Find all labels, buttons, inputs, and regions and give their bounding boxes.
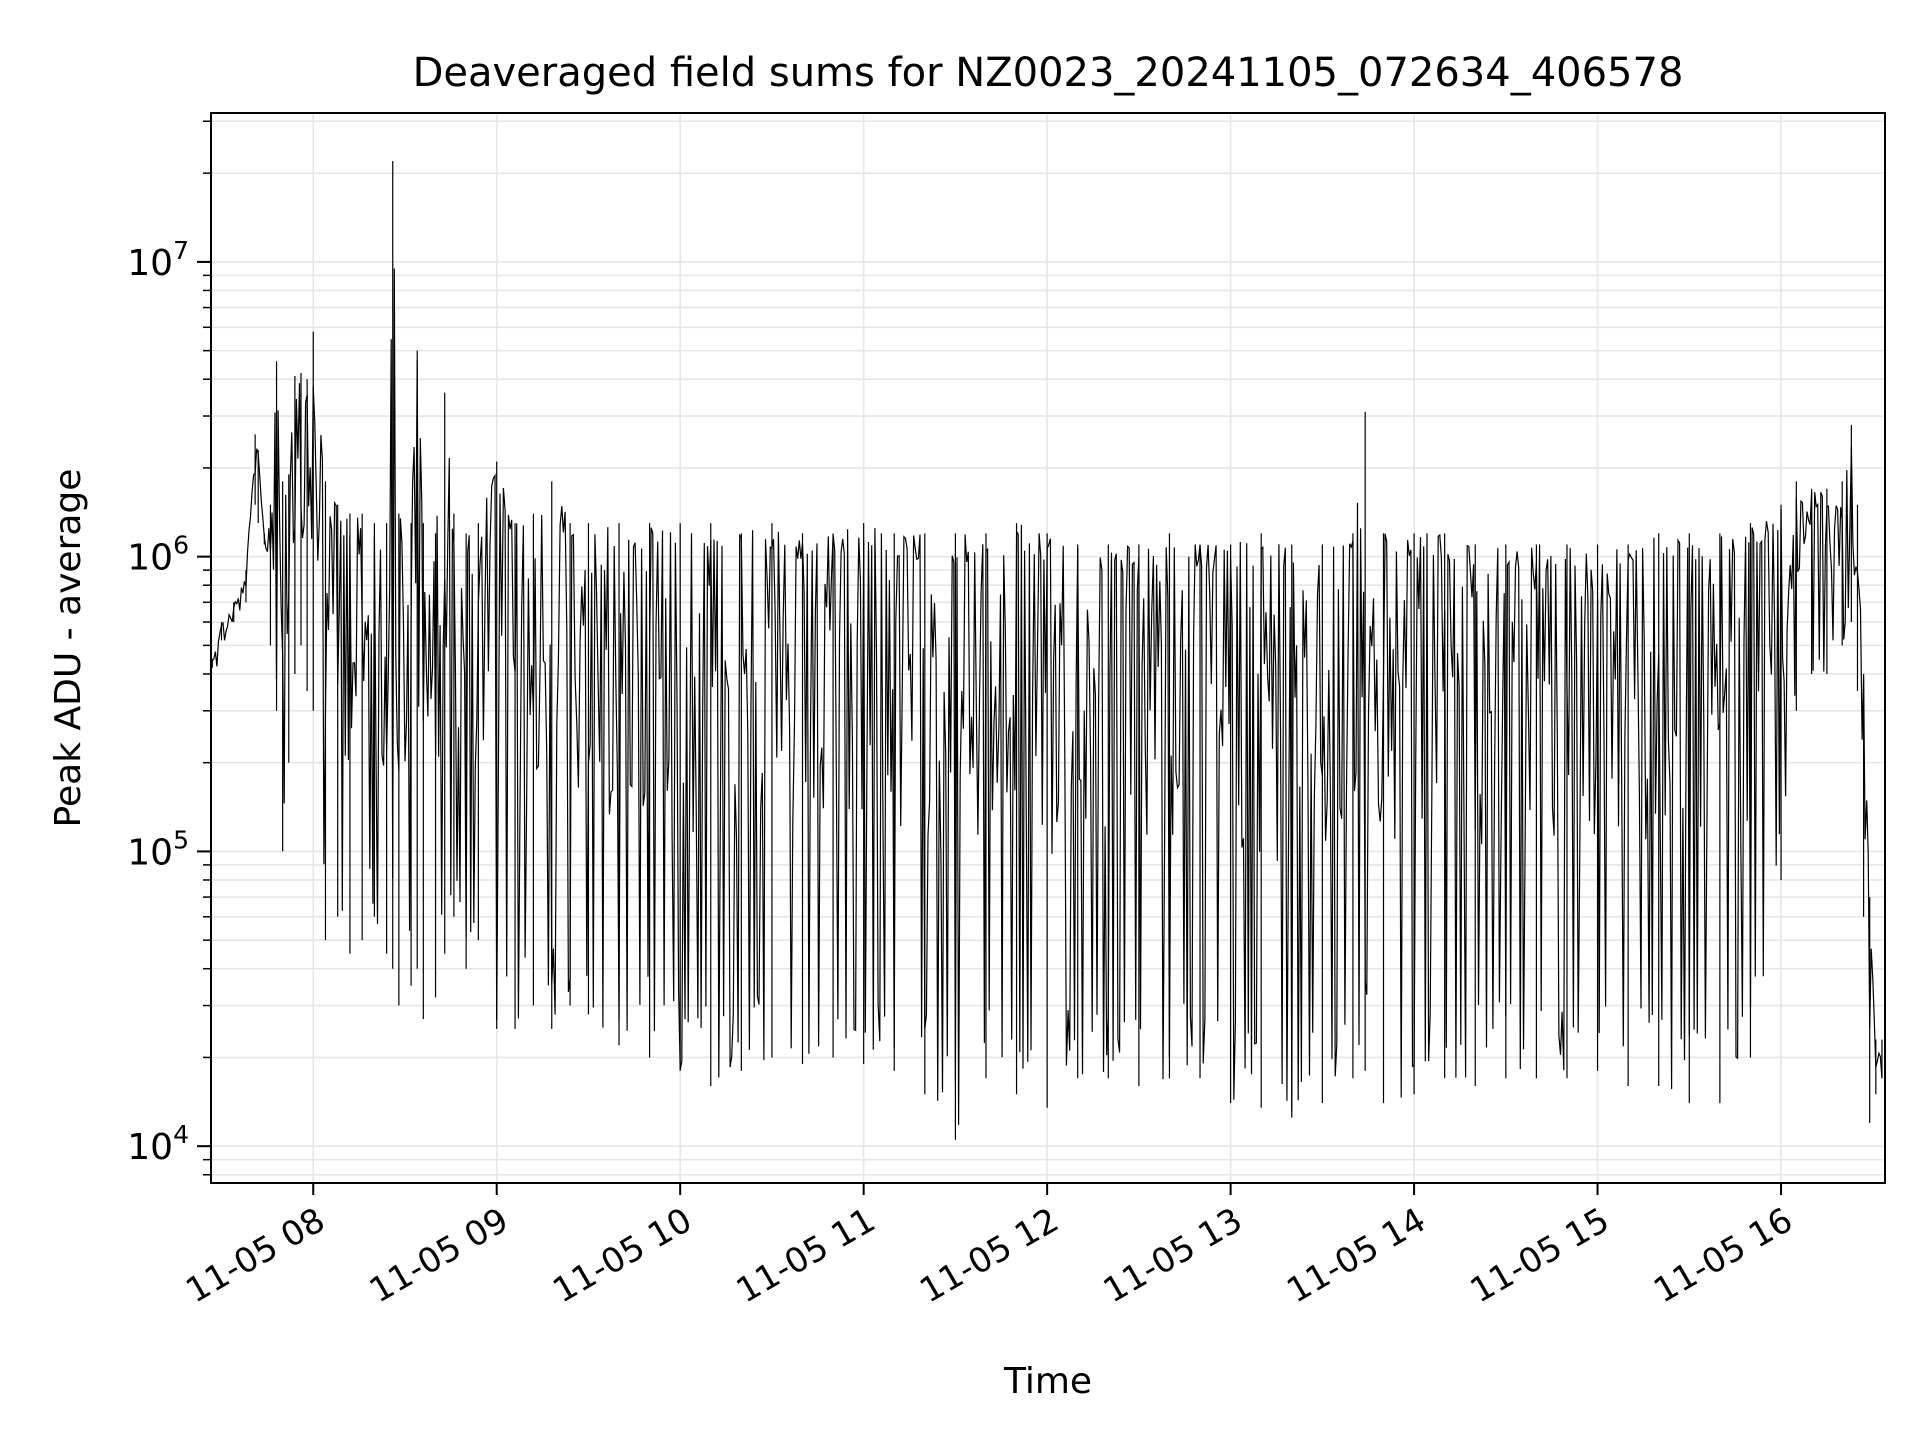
y-tick-label: 105 bbox=[127, 825, 189, 873]
y-tick-label: 106 bbox=[127, 531, 189, 579]
series-line bbox=[211, 268, 1883, 1125]
y-tick-label: 107 bbox=[127, 236, 189, 284]
y-tick-label: 104 bbox=[127, 1120, 189, 1168]
data-layer bbox=[211, 160, 1883, 1140]
chart-title: Deaveraged field sums for NZ0023_2024110… bbox=[413, 50, 1684, 96]
y-axis-label: Peak ADU - average bbox=[48, 469, 89, 828]
x-axis-label: Time bbox=[1003, 1361, 1092, 1402]
